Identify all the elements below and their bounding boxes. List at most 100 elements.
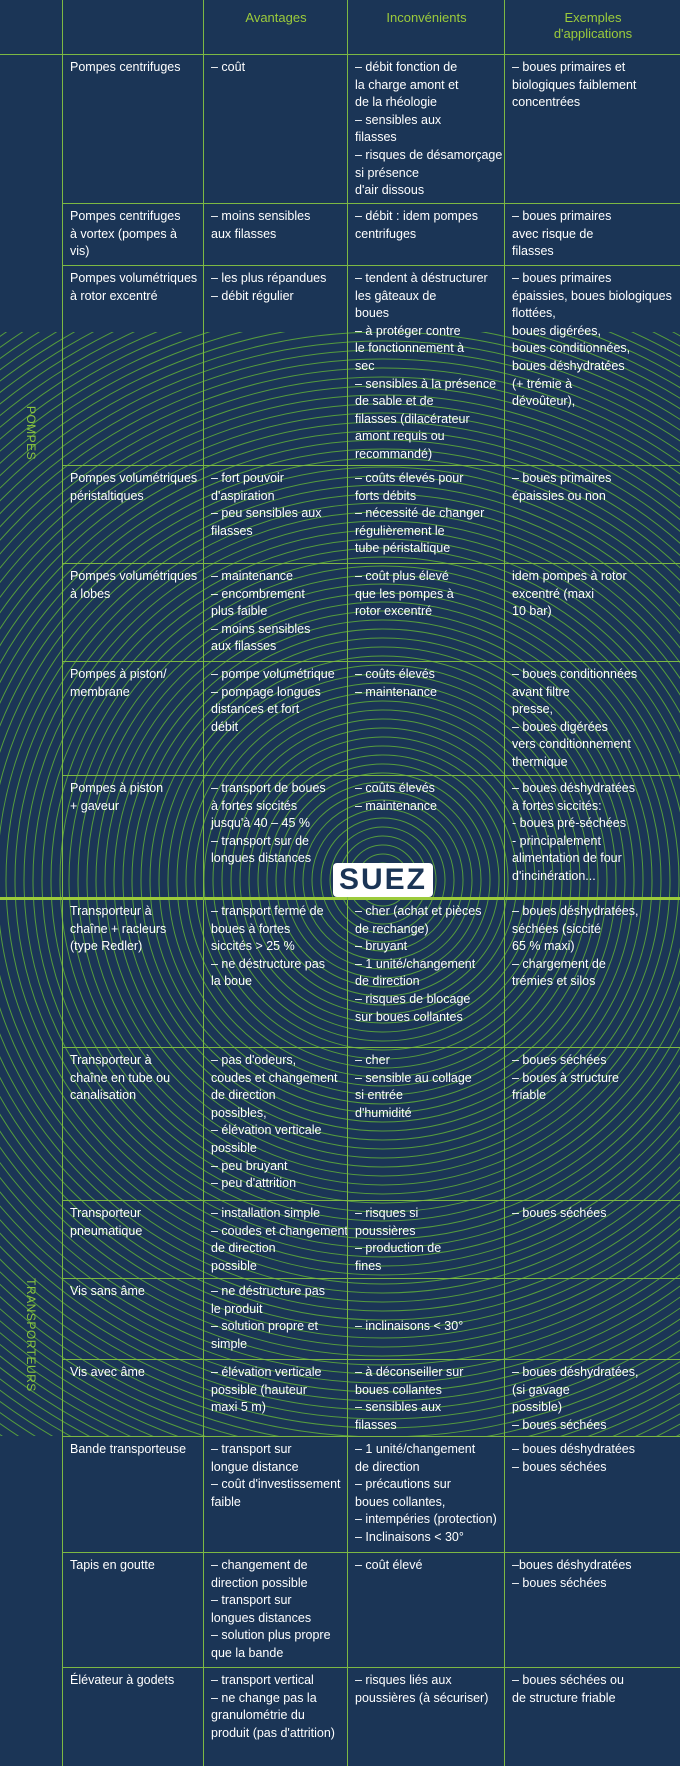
text-line: – coûts élevés	[355, 781, 435, 795]
circle	[0, 385, 680, 1375]
text-line: le fonctionnement à	[355, 341, 465, 356]
text-line: – à protéger contre	[355, 323, 461, 338]
text-line: que la bande	[211, 1645, 284, 1660]
text-line: d'humidité	[355, 1105, 412, 1120]
circle	[185, 682, 581, 1078]
row-cell: – coûts élevés pour forts débits – nécessi…	[347, 465, 504, 563]
text-line: poussières	[355, 1223, 416, 1238]
text-line: – coûts élevés	[355, 667, 435, 681]
text-line: coudes et changement	[211, 1070, 338, 1085]
text-line: si entrée	[355, 1088, 403, 1103]
row-line	[62, 1200, 680, 1201]
circle	[0, 430, 680, 1330]
circle	[0, 466, 680, 1294]
text-line: épaissies, boues biologiques	[512, 288, 672, 303]
text-line: à fortes siccités	[211, 798, 298, 813]
row-line	[62, 661, 680, 662]
text-line: Tapis en goutte	[70, 1558, 155, 1572]
row-cell: – boues déshydratées – boues séchées	[504, 1436, 680, 1552]
text-line: possible)	[512, 1400, 563, 1415]
row-cell: – débit : idem pompes centrifuges	[347, 203, 504, 265]
circle	[239, 736, 527, 1024]
circle	[203, 700, 563, 1060]
row-cell: – à déconseiller sur boues collantes – sen…	[347, 1359, 504, 1436]
row-label: Transporteur à chaîne + racleurs (type Red…	[62, 898, 203, 1047]
row-label: Pompes volumétriques à rotor excentré	[62, 265, 203, 465]
row-cell: – boues primaires épaissies, boues biolog…	[504, 265, 680, 465]
text-line: – coût d'investissement	[211, 1477, 341, 1492]
text-line: – élévation verticale	[211, 1365, 322, 1379]
text-line: – élévation verticale	[211, 1123, 322, 1138]
text-line: – bruyant	[355, 939, 408, 954]
text-line: – les plus répandues	[211, 271, 327, 285]
circle	[176, 673, 590, 1087]
circle	[113, 610, 653, 1150]
text-line: Pompes centrifuges	[70, 60, 181, 74]
row-label: Vis avec âme	[62, 1359, 203, 1436]
text-line: – maintenance	[211, 569, 294, 583]
text-line: – moins sensibles	[211, 209, 311, 223]
text-line: la charge amont et	[355, 77, 459, 92]
text-line: – peu d'attrition	[211, 1176, 297, 1191]
row-cell: – coût plus élevé que les pompes à rotor e…	[347, 563, 504, 661]
text-line: Bande transporteuse	[70, 1442, 187, 1456]
text-line: – risques de désamorçage	[355, 147, 503, 162]
row-label: Vis sans âme	[62, 1278, 203, 1359]
circle	[0, 367, 680, 1393]
row-cell: – maintenance – encombrement plus faible – …	[203, 563, 347, 661]
text-line: filasses	[355, 130, 397, 145]
text-line: de structure friable	[512, 1690, 616, 1705]
row-cell: – tendent à déstructurer les gâteaux de bo…	[347, 265, 504, 465]
row-cell: – risques liés aux poussières (à sécurise…	[347, 1667, 504, 1766]
circle	[0, 358, 680, 1402]
circle	[0, 412, 680, 1348]
text-line: chaîne en tube ou	[70, 1070, 171, 1085]
text-line: 10 bar)	[512, 604, 552, 619]
text-line: faible	[211, 1494, 241, 1509]
text-line: – boues séchées	[512, 1206, 607, 1220]
text-line: – transport de boues	[211, 781, 326, 795]
row-line	[0, 54, 680, 55]
row-label: Pompes à piston + gaveur	[62, 775, 203, 898]
text-line: – maintenance	[355, 798, 438, 813]
text-line: aux filasses	[211, 639, 277, 654]
circle	[0, 457, 680, 1303]
text-line: – précautions sur	[355, 1477, 451, 1492]
text-line: pneumatique	[70, 1223, 143, 1238]
group-label: POMPES	[24, 405, 38, 461]
text-line: – ne déstructure pas	[211, 1284, 325, 1298]
text-line: Pompes volumétriques	[70, 271, 198, 285]
text-line: distances et fort	[211, 702, 300, 717]
circle	[311, 808, 455, 952]
text-line: Élévateur à godets	[70, 1673, 175, 1687]
col-line	[203, 0, 204, 1766]
circle	[0, 484, 680, 1276]
circle	[302, 799, 464, 961]
circle	[275, 772, 491, 988]
row-cell: – coûts élevés – maintenance	[347, 775, 504, 898]
text-line: (si gavage	[512, 1382, 570, 1397]
text-line: débit	[211, 719, 239, 734]
circle	[0, 448, 680, 1312]
text-line: – transport sur de	[211, 833, 309, 848]
text-line: Exemples	[564, 10, 622, 25]
text-line: – transport sur	[211, 1593, 292, 1608]
col-line	[62, 0, 63, 1766]
text-line: Avantages	[245, 10, 307, 25]
text-line: possible	[211, 1140, 257, 1155]
text-line: trémies et silos	[512, 974, 596, 989]
text-line: chaîne + racleurs	[70, 921, 167, 936]
row-label: Pompes volumétriques péristaltiques	[62, 465, 203, 563]
circle	[257, 754, 509, 1006]
row-cell: – risques si poussières – production de fin…	[347, 1200, 504, 1278]
row-line	[62, 1667, 680, 1668]
row-line	[62, 1552, 680, 1553]
text-line: de direction	[211, 1088, 276, 1103]
logo: SUEZ	[332, 863, 434, 897]
text-line: excentré (maxi	[512, 586, 594, 601]
text-line: Pompes centrifuges	[70, 209, 181, 223]
header-cell: Exemples d'applications	[504, 0, 680, 54]
circle	[0, 332, 680, 1429]
text-line: – boues digérées	[512, 719, 608, 734]
